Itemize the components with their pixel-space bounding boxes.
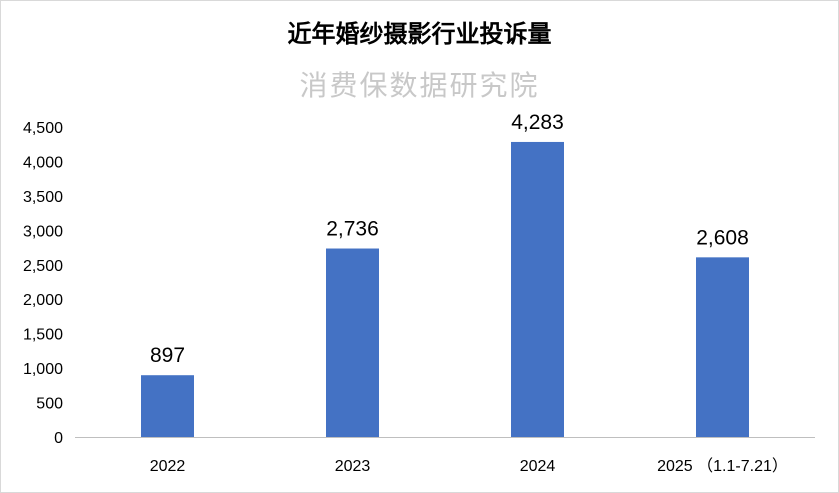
bar-0 (141, 375, 194, 437)
y-tick-label: 4,500 (23, 120, 63, 137)
y-tick-label: 0 (54, 430, 63, 447)
y-tick-label: 4,000 (23, 154, 63, 171)
bar-2 (511, 141, 564, 437)
bar-3 (696, 257, 749, 437)
y-tick-label: 1,000 (23, 361, 63, 378)
y-tick-label: 2,500 (23, 258, 63, 275)
watermark-text: 消费保数据研究院 (299, 69, 540, 102)
bars-group (141, 141, 749, 437)
data-labels: 897 2,736 4,283 2,608 (150, 111, 749, 367)
x-tick-label: 2022 (150, 458, 186, 475)
chart-title: 近年婚纱摄影行业投诉量 (287, 20, 552, 48)
y-tick-label: 1,500 (23, 327, 63, 344)
bar-1 (326, 248, 379, 437)
data-label: 2,736 (326, 218, 379, 241)
data-label: 4,283 (511, 111, 564, 134)
data-label: 897 (150, 344, 185, 367)
y-tick-label: 2,000 (23, 292, 63, 309)
x-tick-label: 2024 (520, 458, 556, 475)
y-axis: 0 500 1,000 1,500 2,000 2,500 3,000 3,500 4,000 4… (23, 120, 63, 447)
x-tick-label: 2025 （1.1-7.21） (657, 457, 788, 475)
x-tick-label: 2023 (335, 458, 371, 475)
y-tick-label: 3,500 (23, 189, 63, 206)
x-axis-labels: 2022 2023 2024 2025 （1.1-7.21） (150, 457, 788, 475)
y-tick-label: 3,000 (23, 223, 63, 240)
y-tick-label: 500 (36, 396, 63, 413)
data-label: 2,608 (696, 226, 749, 249)
